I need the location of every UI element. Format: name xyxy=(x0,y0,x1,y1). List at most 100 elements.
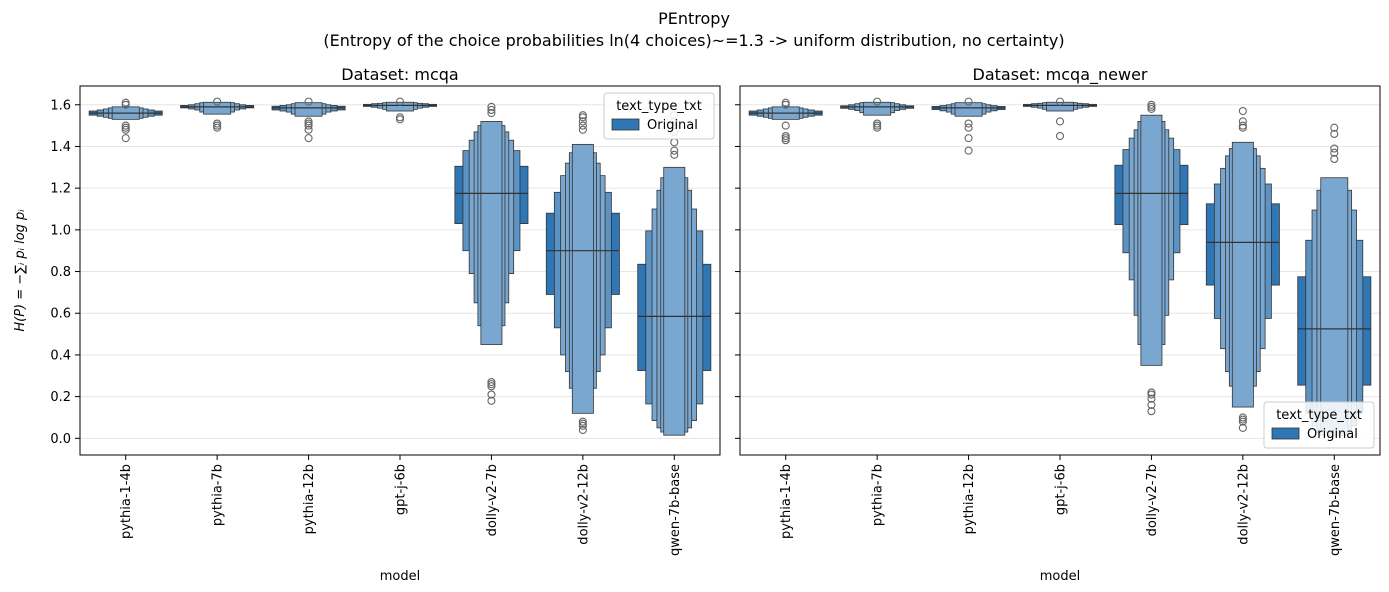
outlier-point xyxy=(395,113,405,122)
y-tick-label: 1.4 xyxy=(50,140,71,155)
outlier-point xyxy=(781,100,790,109)
outlier-point xyxy=(213,119,222,128)
outlier-point xyxy=(1147,102,1156,111)
outlier-point xyxy=(781,98,790,107)
outlier-point xyxy=(1238,117,1247,126)
outlier-point xyxy=(304,125,313,134)
x-tick-label: dolly-v2-7b xyxy=(485,464,500,536)
outlier-point xyxy=(1147,394,1156,403)
outlier-point xyxy=(121,123,130,132)
outlier-point xyxy=(395,97,405,106)
outlier-point xyxy=(121,100,130,109)
outlier-point xyxy=(487,382,496,391)
outlier-point xyxy=(781,131,790,141)
legend-swatch xyxy=(1271,427,1300,440)
outlier-point xyxy=(1147,407,1156,416)
y-tick-label: 0.6 xyxy=(50,307,71,322)
y-tick-label: 1.0 xyxy=(50,223,71,238)
chart-panel-1: 0.0 0.2 0.4 0.6 0.8 1.0 1.2 1.4 1.6 pythia-1-4b py… xyxy=(13,65,721,584)
outlier-point xyxy=(873,121,882,130)
outlier-point xyxy=(964,97,973,106)
outlier-point xyxy=(1238,417,1247,426)
outlier-point xyxy=(964,146,973,155)
box-level-dolly-v2-12b xyxy=(1231,141,1254,408)
outlier-point xyxy=(121,98,130,107)
box-level-pythia-7b xyxy=(203,101,232,115)
outlier-point xyxy=(1147,390,1156,399)
outlier-point xyxy=(578,121,587,130)
outlier-point xyxy=(1238,415,1247,424)
box-level-dolly-v2-7b xyxy=(480,121,503,345)
outlier-point xyxy=(121,134,130,143)
x-axis-label: model xyxy=(1040,569,1080,584)
outlier-point xyxy=(1147,104,1156,113)
outlier-point xyxy=(213,97,222,106)
outlier-point xyxy=(873,123,882,132)
x-tick-label: pythia-12b xyxy=(962,464,977,534)
outlier-point xyxy=(304,121,313,130)
legend-entry-label: Original xyxy=(647,118,698,133)
outlier-point xyxy=(213,121,222,130)
outlier-point xyxy=(1238,121,1247,130)
outlier-point xyxy=(1238,123,1247,132)
x-tick-label: qwen-7b-base xyxy=(668,464,683,556)
x-tick-label: dolly-v2-12b xyxy=(1236,464,1251,545)
plot-frame xyxy=(79,85,721,456)
plot-frame xyxy=(739,85,1381,456)
outlier-point xyxy=(578,117,587,126)
y-axis-label: H(P) = −∑ᵢ pᵢ log pᵢ xyxy=(13,209,28,332)
x-tick-label: pythia-7b xyxy=(211,464,226,526)
outlier-point xyxy=(304,134,313,143)
outlier-point xyxy=(304,119,313,128)
outlier-point xyxy=(304,117,313,126)
outlier-point xyxy=(1330,148,1339,157)
x-tick-label: pythia-7b xyxy=(871,464,886,526)
outlier-point xyxy=(487,109,496,118)
x-tick-label: qwen-7b-base xyxy=(1328,464,1343,556)
outlier-point xyxy=(1147,100,1156,109)
outlier-point xyxy=(578,425,587,435)
outlier-point xyxy=(487,396,496,405)
x-tick-label: gpt-j-6b xyxy=(1054,464,1069,515)
outlier-point xyxy=(578,417,587,426)
outlier-point xyxy=(1330,129,1339,138)
x-tick-label: dolly-v2-12b xyxy=(576,464,591,545)
outlier-point xyxy=(964,134,973,143)
box-level-pythia-12b xyxy=(294,102,323,117)
x-axis-label: model xyxy=(380,569,420,584)
box-level-gpt-j-6b xyxy=(386,101,414,112)
outlier-point xyxy=(395,115,405,124)
outlier-point xyxy=(781,136,790,145)
outlier-point xyxy=(781,134,790,143)
outlier-point xyxy=(487,377,496,387)
y-tick-label: 1.6 xyxy=(50,98,71,113)
outlier-point xyxy=(487,105,496,115)
outlier-point xyxy=(873,97,882,106)
outlier-point xyxy=(1330,144,1339,153)
chart-panel-2: pythia-1-4b pythia-7b pythia-12b gpt-j-6b do… xyxy=(735,65,1381,584)
box-level-gpt-j-6b xyxy=(1046,101,1074,112)
box-level-pythia-7b xyxy=(863,101,892,116)
figure-subtitle: (Entropy of the choice probabilities ln(… xyxy=(323,31,1064,50)
legend-title: text_type_txt xyxy=(616,99,702,114)
outlier-point xyxy=(1330,123,1339,132)
outlier-point xyxy=(578,113,587,122)
outlier-point xyxy=(1055,97,1065,106)
legend-entry-label: Original xyxy=(1307,427,1358,442)
outlier-point xyxy=(1147,388,1156,397)
box-level-dolly-v2-12b xyxy=(571,143,594,414)
y-tick-label: 0.8 xyxy=(50,265,71,280)
outlier-point xyxy=(1238,106,1247,116)
outlier-point xyxy=(1147,400,1156,410)
outlier-point xyxy=(578,421,587,430)
outlier-point xyxy=(1238,413,1247,422)
y-tick-label: 0.4 xyxy=(50,348,71,363)
outlier-point xyxy=(670,150,679,159)
outlier-point xyxy=(781,121,790,130)
outlier-point xyxy=(1238,423,1247,432)
x-tick-label: pythia-12b xyxy=(302,464,317,534)
panel-title: Dataset: mcqa xyxy=(341,65,458,84)
x-tick-label: dolly-v2-7b xyxy=(1145,464,1160,536)
